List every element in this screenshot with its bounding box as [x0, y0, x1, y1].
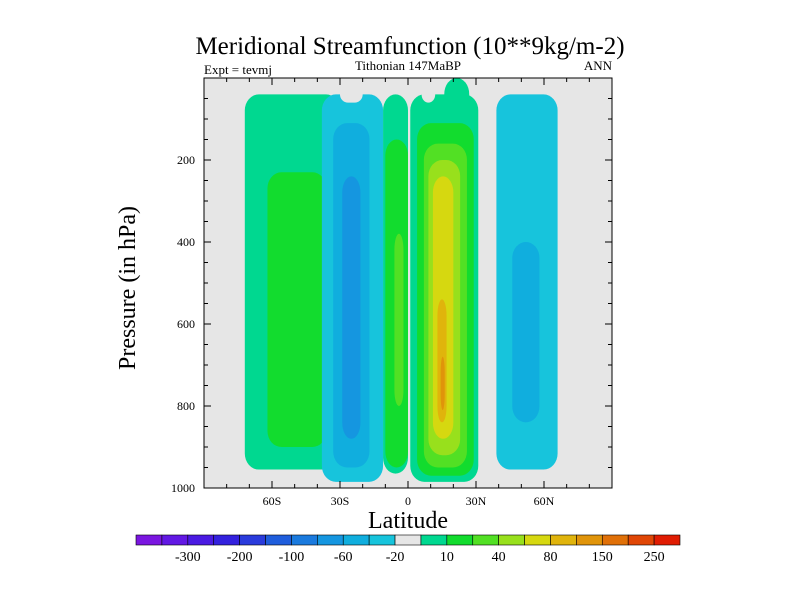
colorbar-box — [291, 534, 318, 546]
colorbar-label: 150 — [592, 550, 613, 565]
cell-northern-ferrel — [496, 94, 558, 470]
colorbar-box — [420, 534, 448, 546]
cell-southern-hadley — [321, 94, 384, 482]
colorbar — [135, 534, 681, 546]
colorbar-box — [524, 534, 551, 546]
colorbar-label: -200 — [227, 550, 253, 565]
hadley-top-notch — [421, 78, 436, 103]
cell-equatorial — [383, 94, 408, 474]
colorbar-box — [394, 534, 422, 546]
y-axis-label: Pressure (in hPa) — [115, 206, 141, 370]
colorbar-box — [627, 534, 655, 546]
colorbar-box — [446, 534, 474, 546]
colorbar-label: 40 — [492, 550, 506, 565]
colorbar-box — [653, 534, 681, 546]
colorbar-box — [601, 534, 629, 546]
cell-southern-ferrel — [244, 94, 340, 470]
colorbar-box — [239, 534, 266, 546]
colorbar-box — [368, 534, 396, 546]
y-tick-label: 600 — [177, 317, 195, 331]
colorbar-box — [472, 534, 499, 546]
colorbar-label: 80 — [543, 550, 557, 565]
contour-level-0-1 — [267, 172, 327, 448]
x-tick-label: 60S — [263, 494, 282, 508]
cell-northern-hadley — [410, 94, 479, 482]
season-label: ANN — [584, 58, 613, 73]
x-axis: 60S 30S 0 30N 60N — [226, 78, 590, 508]
cell-upper-equatorial — [444, 78, 470, 115]
colorbar-label: -60 — [334, 550, 353, 565]
y-tick-label: 800 — [177, 399, 195, 413]
period-label: Tithonian 147MaBP — [355, 58, 461, 73]
y-tick-label: 400 — [177, 235, 195, 249]
experiment-label: Expt = tevmj — [204, 62, 272, 77]
colorbar-box — [342, 534, 370, 546]
contour-level-1-2 — [342, 176, 361, 439]
colorbar-labels: -300 -200 -100 -60 -20 10 40 80 150 250 — [175, 550, 665, 565]
colorbar-box — [161, 534, 189, 546]
colorbar-box — [265, 534, 292, 546]
colorbar-box — [498, 534, 525, 546]
colorbar-box — [317, 534, 344, 546]
colorbar-box — [550, 534, 577, 546]
colorbar-box — [187, 534, 215, 546]
contour-fills — [244, 78, 558, 482]
colorbar-box — [135, 534, 163, 546]
contour-level-4-1 — [512, 242, 540, 423]
colorbar-label: 250 — [644, 550, 665, 565]
colorbar-box — [213, 534, 240, 546]
colorbar-label: -20 — [386, 550, 405, 565]
colorbar-label: -100 — [279, 550, 305, 565]
x-tick-label: 60N — [534, 494, 555, 508]
contour-level-5-0 — [444, 78, 470, 115]
chart-title: Meridional Streamfunction (10**9kg/m-2) — [195, 33, 624, 60]
x-tick-label: 0 — [405, 494, 411, 508]
y-tick-label: 1000 — [171, 481, 195, 495]
colorbar-box — [576, 534, 603, 546]
contour-level-3-6 — [440, 356, 445, 411]
y-tick-label: 200 — [177, 153, 195, 167]
x-axis-label: Latitude — [368, 508, 448, 534]
y-axis: 200 400 600 800 1000 — [171, 98, 612, 495]
contour-level-2-2 — [394, 233, 404, 406]
colorbar-label: 10 — [440, 550, 454, 565]
southern-hadley-notch — [340, 78, 363, 103]
x-tick-label: 30N — [466, 494, 487, 508]
x-tick-label: 30S — [331, 494, 350, 508]
colorbar-label: -300 — [175, 550, 201, 565]
